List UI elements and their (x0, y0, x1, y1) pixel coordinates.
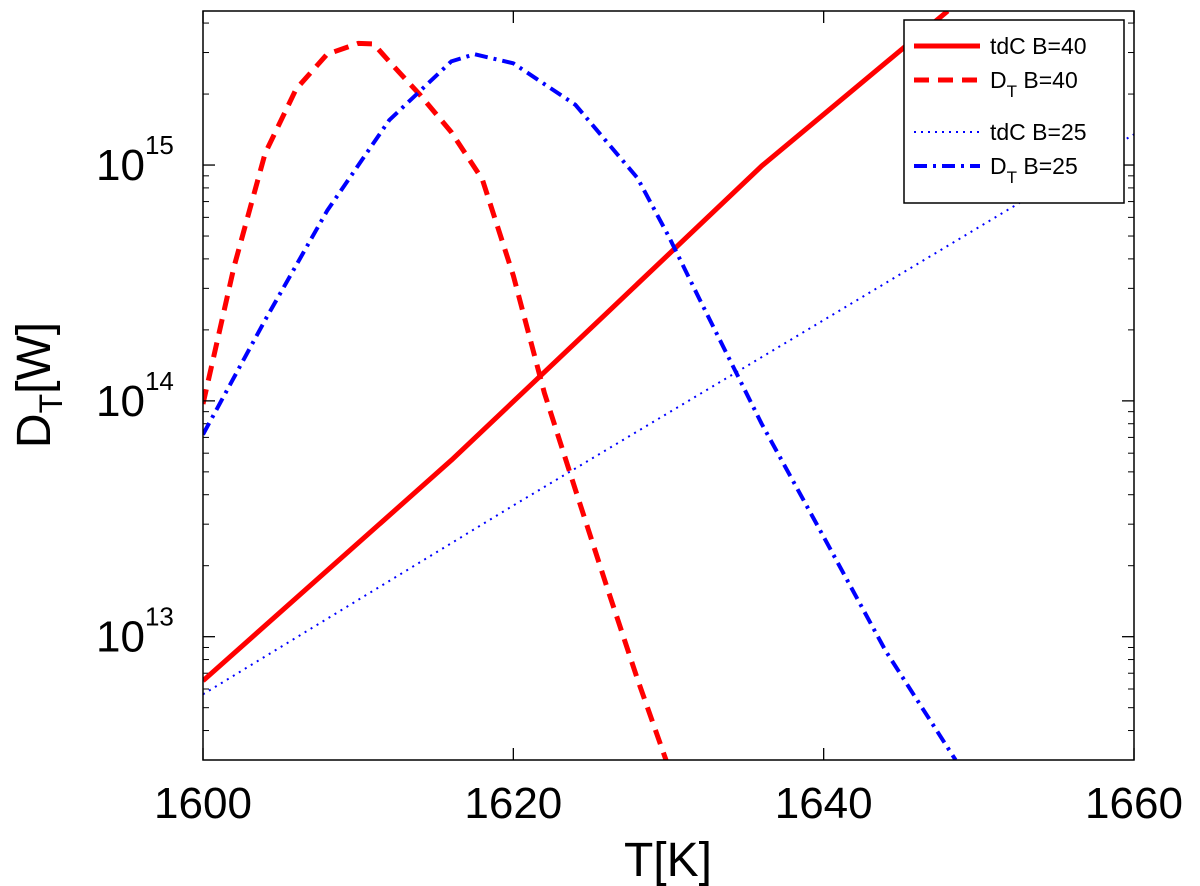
legend-box (903, 19, 1125, 204)
y-tick-label: 1014 (96, 366, 174, 426)
x-axis: 1600 1620 1640 1660 (154, 11, 1183, 828)
y-tick-label: 1013 (96, 602, 174, 662)
x-tick-label: 1660 (1085, 779, 1183, 828)
legend: tdC B=40 DT B=40 tdC B=25 DT B=25 (903, 19, 1125, 204)
legend-label: DT B=25 (990, 153, 1078, 187)
y-tick-label: 1015 (96, 130, 174, 190)
series-line-1 (203, 11, 950, 683)
series-line-4 (203, 52, 958, 760)
series-line-2 (203, 40, 669, 760)
legend-label: DT B=40 (990, 67, 1078, 101)
x-axis-title: T[K] (624, 834, 712, 886)
x-tick-label: 1640 (775, 779, 873, 828)
y-axis: 1013 1014 1015 (96, 130, 1134, 662)
series-group (203, 11, 1134, 760)
x-tick-label: 1600 (154, 779, 252, 828)
minor-ticks (203, 22, 1134, 761)
legend-label: tdC B=25 (990, 119, 1087, 145)
x-tick-label: 1620 (464, 779, 562, 828)
y-axis-title-text: DT[W] (8, 322, 69, 448)
plot-area-frame (202, 10, 1135, 761)
y-axis-title: DT[W] (8, 322, 69, 448)
legend-label: tdC B=40 (990, 33, 1087, 59)
